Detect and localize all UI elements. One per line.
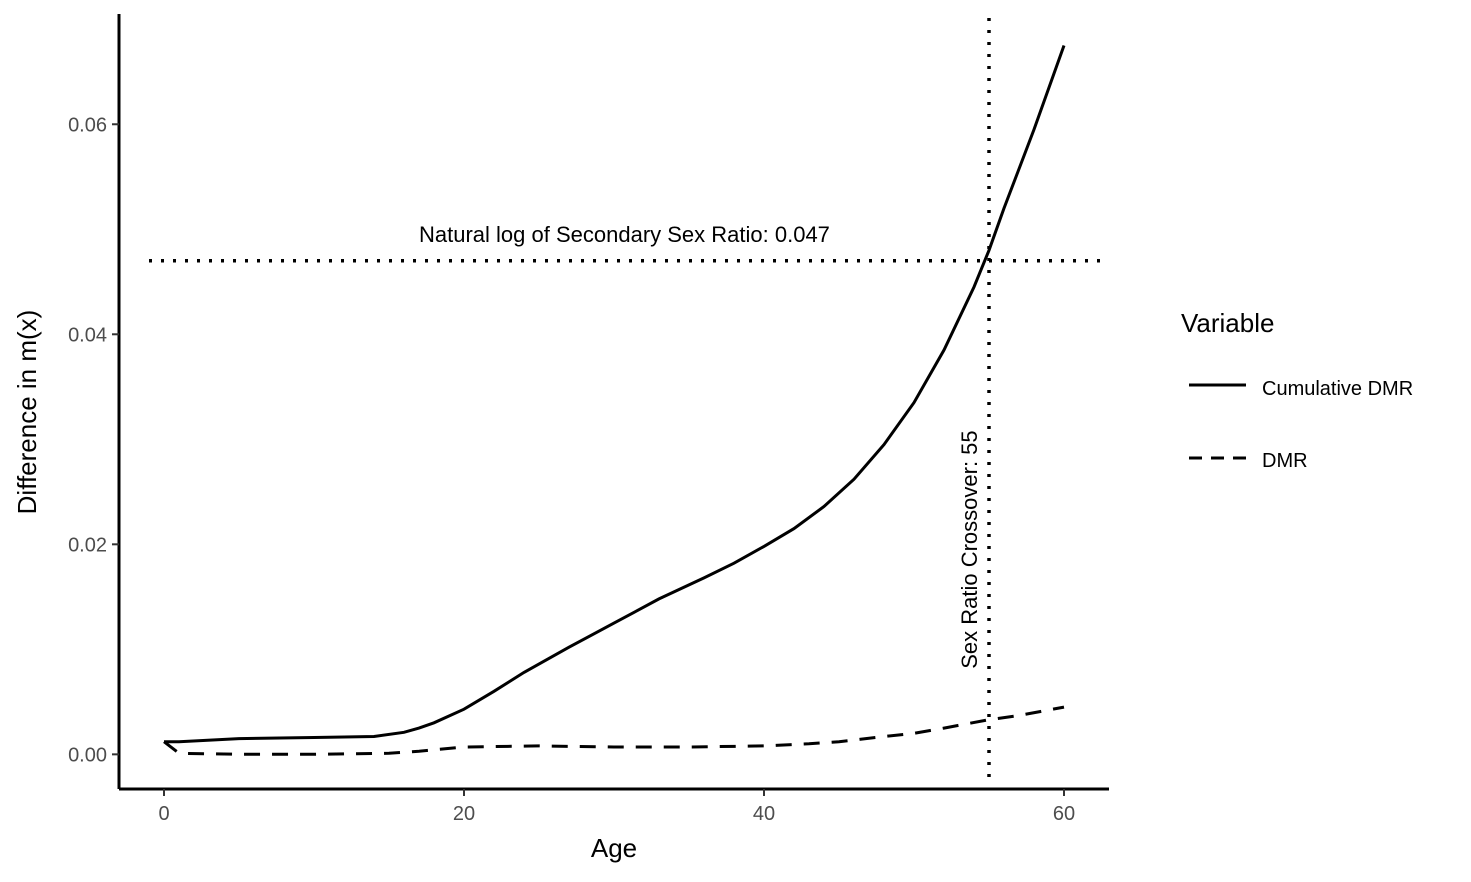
y-tick-label: 0.00 bbox=[68, 744, 107, 766]
legend-title: Variable bbox=[1181, 308, 1274, 338]
legend: Variable Cumulative DMR DMR bbox=[1181, 308, 1413, 472]
series-line-cumulative-dmr bbox=[164, 44, 1066, 744]
y-axis-title: Difference in m(x) bbox=[12, 310, 42, 515]
x-tick-label: 20 bbox=[453, 803, 475, 825]
x-tick-label: 0 bbox=[158, 803, 169, 825]
x-tick-label: 60 bbox=[1053, 803, 1075, 825]
secondary-sex-ratio-annotation: Natural log of Secondary Sex Ratio: 0.04… bbox=[419, 222, 830, 247]
x-tick-label: 40 bbox=[753, 803, 775, 825]
y-tick-label: 0.02 bbox=[68, 534, 107, 556]
y-tick-label: 0.04 bbox=[68, 324, 107, 346]
legend-label-dmr: DMR bbox=[1262, 450, 1308, 472]
series-line-dmr bbox=[163, 705, 1065, 756]
crossover-annotation: Sex Ratio Crossover: 55 bbox=[957, 430, 982, 668]
y-tick-label: 0.06 bbox=[68, 114, 107, 136]
legend-label-cumulative-dmr: Cumulative DMR bbox=[1262, 378, 1413, 400]
y-axis-ticks: 0.00 0.02 0.04 0.06 bbox=[68, 114, 119, 766]
x-axis-title: Age bbox=[591, 833, 637, 863]
x-axis-ticks: 0 20 40 60 bbox=[158, 789, 1075, 825]
